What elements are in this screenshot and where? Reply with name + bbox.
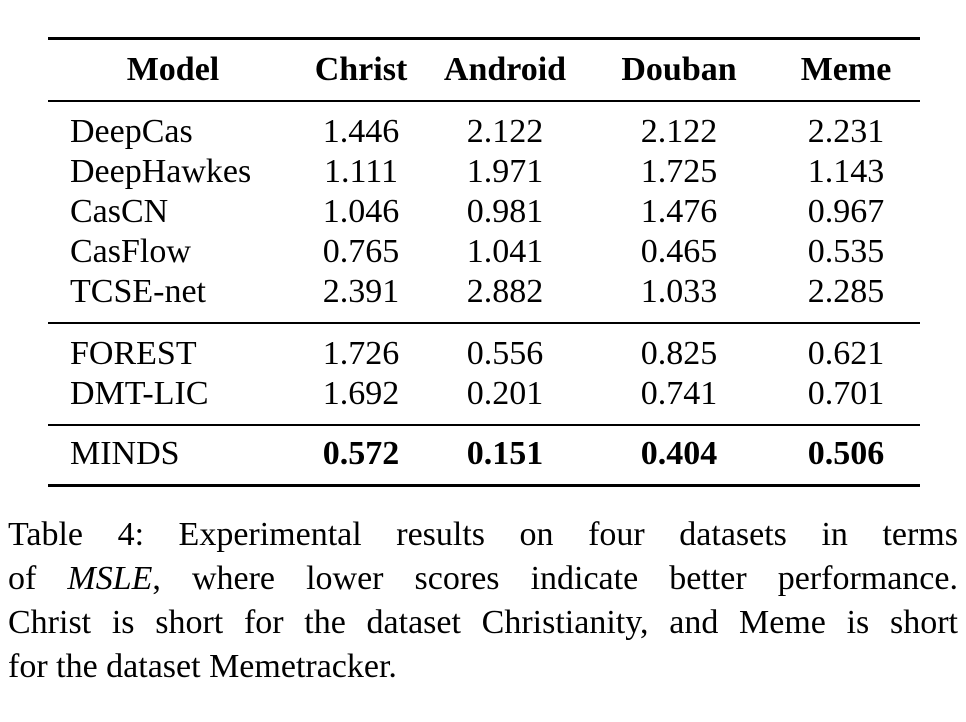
value-christ: 2.391 [322,273,400,310]
table-row: DMT-LIC 1.692 0.201 0.741 0.701 [48,374,920,425]
value-christ: 1.046 [322,193,400,230]
header-meme: Meme [772,37,920,102]
results-table: Model Christ Android Douban Meme DeepCas… [48,37,920,487]
table-row: FOREST 1.726 0.556 0.825 0.621 [48,322,920,374]
model-name: CasCN [70,193,169,230]
caption-line: Christ is short for the dataset Christia… [8,604,958,641]
table-row: CasFlow 0.765 1.041 0.465 0.535 [48,232,920,272]
value-meme: 0.506 [772,424,920,487]
value-douban: 1.725 [640,153,718,190]
caption-line: for the dataset Memetracker. [8,648,397,685]
model-name: FOREST [48,322,298,374]
value-android: 1.971 [466,153,544,190]
value-douban: 1.476 [640,193,718,230]
value-android: 0.981 [466,193,544,230]
model-name: DMT-LIC [70,375,209,412]
value-christ: 1.111 [324,153,398,190]
results-table-container: Model Christ Android Douban Meme DeepCas… [48,37,920,487]
value-meme: 1.143 [807,153,885,190]
value-android: 0.556 [424,322,586,374]
caption-text: of [8,560,68,597]
value-android: 0.151 [424,424,586,487]
value-meme: 2.285 [807,273,885,310]
value-douban: 0.404 [586,424,772,487]
value-christ: 0.572 [298,424,424,487]
caption-line: of MSLE, where lower scores indicate bet… [8,557,958,601]
value-douban: 0.825 [586,322,772,374]
table-caption: Table 4: Experimental results on four da… [8,513,958,689]
value-android: 2.122 [466,113,544,150]
header-douban: Douban [586,37,772,102]
value-meme: 2.231 [807,113,885,150]
model-name: TCSE-net [70,273,206,310]
header-christ: Christ [298,37,424,102]
model-name: DeepHawkes [70,153,252,190]
table-header-row: Model Christ Android Douban Meme [48,37,920,102]
table-row: TCSE-net 2.391 2.882 1.033 2.285 [48,272,920,323]
value-meme: 0.967 [807,193,885,230]
value-christ: 1.446 [322,113,400,150]
value-android: 1.041 [466,233,544,270]
caption-metric: MSLE [67,560,153,597]
caption-text: , where lower scores indicate better per… [152,560,958,597]
value-meme: 0.535 [807,233,885,270]
value-christ: 1.692 [322,375,400,412]
value-android: 0.201 [466,375,544,412]
value-android: 2.882 [466,273,544,310]
value-christ: 1.726 [298,322,424,374]
header-android: Android [424,37,586,102]
header-model: Model [48,37,298,102]
value-douban: 0.465 [640,233,718,270]
value-meme: 0.621 [772,322,920,374]
value-meme: 0.701 [807,375,885,412]
value-douban: 0.741 [640,375,718,412]
table-row: DeepCas 1.446 2.122 2.122 2.231 [48,101,920,152]
table-row: CasCN 1.046 0.981 1.476 0.967 [48,192,920,232]
model-name: DeepCas [70,113,193,150]
value-christ: 0.765 [322,233,400,270]
value-douban: 1.033 [640,273,718,310]
model-name: CasFlow [70,233,191,270]
model-name: MINDS [48,424,298,487]
value-douban: 2.122 [640,113,718,150]
table-row: DeepHawkes 1.111 1.971 1.725 1.143 [48,152,920,192]
caption-line: Table 4: Experimental results on four da… [8,516,958,553]
table-row-best: MINDS 0.572 0.151 0.404 0.506 [48,424,920,487]
